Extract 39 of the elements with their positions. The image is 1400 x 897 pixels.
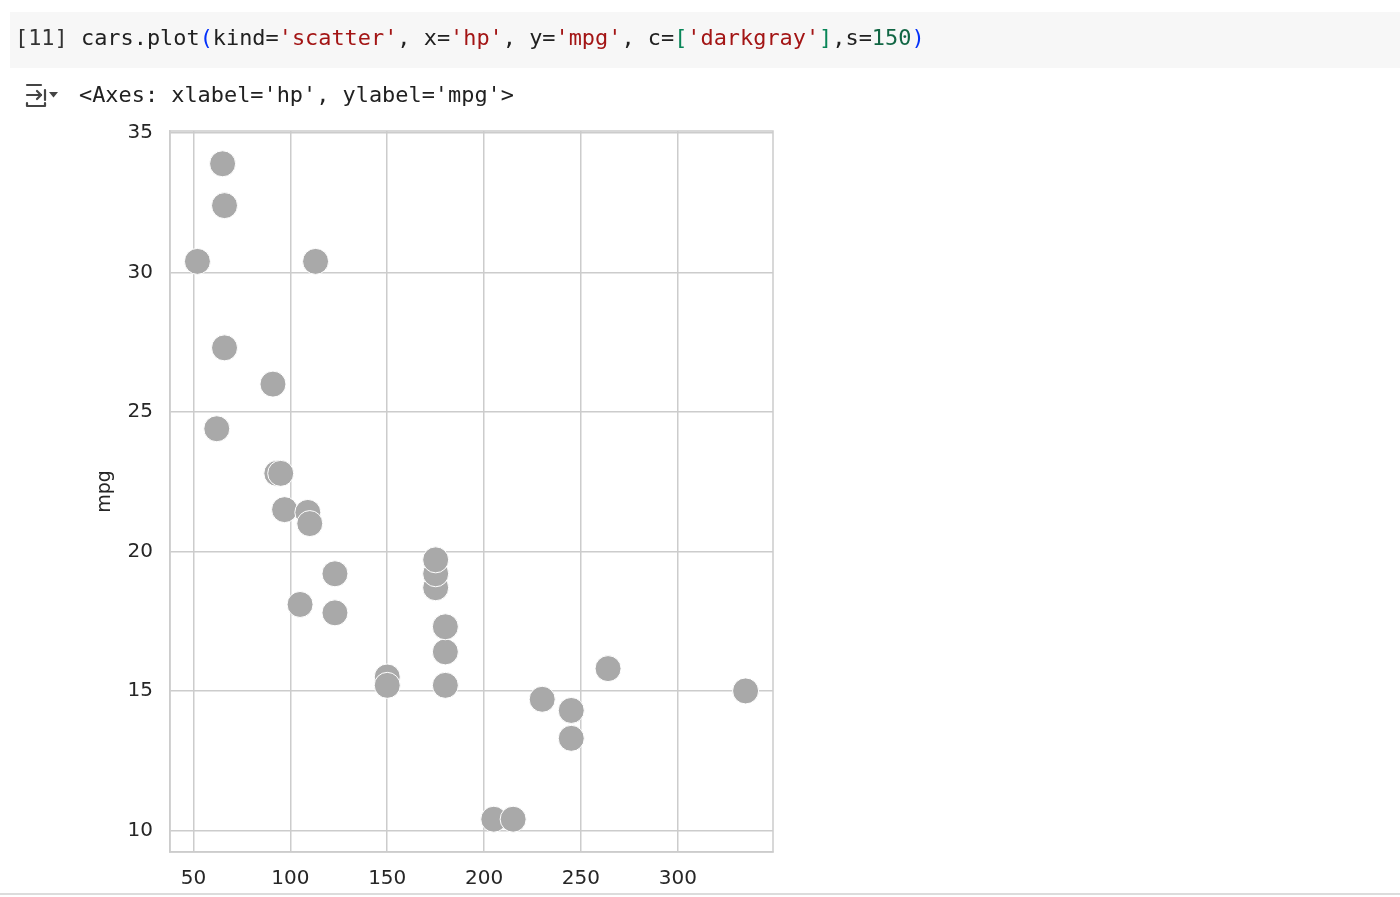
point bbox=[732, 677, 760, 705]
text: <Axes: xlabel='hp', ylabel='mpg'> bbox=[79, 82, 514, 107]
point bbox=[211, 334, 239, 362]
x-tick-label: 250 bbox=[561, 865, 601, 890]
text: [11] bbox=[15, 25, 68, 50]
point bbox=[557, 696, 585, 724]
point bbox=[203, 415, 231, 443]
point bbox=[286, 590, 314, 618]
y-tick-label: 35 bbox=[127, 119, 153, 144]
y-tick-label: 20 bbox=[127, 537, 153, 562]
point bbox=[321, 599, 349, 627]
point bbox=[422, 546, 450, 574]
point bbox=[499, 805, 527, 833]
point bbox=[296, 510, 324, 538]
point bbox=[211, 192, 239, 220]
y-tick-label: 30 bbox=[127, 258, 153, 283]
x-tick-label: 50 bbox=[180, 865, 207, 890]
y-tick-label: 25 bbox=[127, 398, 153, 423]
x-tick-label: 150 bbox=[368, 865, 407, 890]
point bbox=[271, 496, 299, 524]
text: cars.plot(kind='scatter', x='hp', y='mpg', c=['darkgray'],s=150) bbox=[81, 25, 925, 50]
point bbox=[431, 613, 459, 641]
x-tick-label: 100 bbox=[271, 865, 310, 890]
point bbox=[431, 671, 459, 699]
point bbox=[259, 370, 287, 398]
x-tick-label: 300 bbox=[658, 865, 697, 890]
point bbox=[302, 247, 330, 275]
y-tick-label: 10 bbox=[127, 816, 153, 841]
point bbox=[373, 671, 401, 699]
point bbox=[557, 724, 585, 752]
y-tick-label: 15 bbox=[127, 677, 153, 702]
y-axis-title: mpg bbox=[91, 470, 114, 513]
point bbox=[528, 685, 556, 713]
point bbox=[209, 150, 237, 178]
point bbox=[183, 247, 211, 275]
point bbox=[594, 655, 622, 683]
point bbox=[321, 560, 349, 588]
point bbox=[431, 638, 459, 666]
x-tick-label: 200 bbox=[465, 865, 504, 890]
